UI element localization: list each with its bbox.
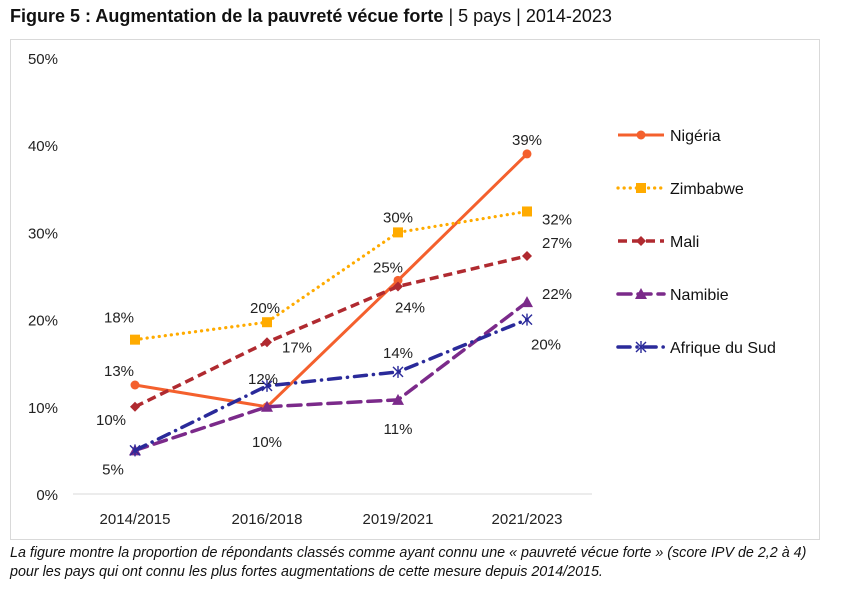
data-point-marker bbox=[392, 365, 404, 378]
data-point-marker bbox=[393, 275, 403, 285]
data-label: 24% bbox=[395, 299, 425, 316]
data-label: 20% bbox=[531, 337, 561, 354]
data-point-marker bbox=[262, 317, 272, 328]
y-tick-label: 10% bbox=[28, 400, 58, 417]
data-label: 22% bbox=[542, 286, 572, 303]
y-tick-label: 50% bbox=[28, 51, 58, 68]
data-label: 18% bbox=[104, 310, 134, 327]
series-line bbox=[134, 152, 529, 409]
title-separator: | bbox=[511, 6, 526, 26]
data-label: 39% bbox=[512, 132, 542, 149]
data-point-marker bbox=[392, 393, 404, 405]
data-label: 25% bbox=[373, 259, 403, 276]
data-label: 5% bbox=[102, 461, 124, 478]
y-tick-label: 30% bbox=[28, 225, 58, 242]
data-point-marker bbox=[129, 444, 141, 457]
legend-marker bbox=[635, 341, 647, 353]
legend-label: Namibie bbox=[670, 287, 729, 304]
legend-marker bbox=[635, 288, 647, 299]
data-label: 12% bbox=[248, 371, 278, 388]
series-nig-ria: 13% 10% 25% 39% bbox=[104, 132, 542, 451]
legend-item: Afrique du Sud bbox=[616, 340, 776, 357]
title-period: 2014-2023 bbox=[525, 6, 612, 26]
series-afrique-du-sud: 12% 14% 20% bbox=[129, 313, 561, 457]
legend-label: Mali bbox=[670, 234, 699, 251]
data-point-marker bbox=[261, 400, 273, 412]
data-point-marker bbox=[522, 149, 532, 159]
title-separator: | bbox=[443, 6, 459, 26]
data-point-marker bbox=[130, 380, 140, 390]
data-label: 10% bbox=[96, 412, 126, 429]
series-line bbox=[133, 209, 529, 342]
data-label: 30% bbox=[383, 209, 413, 226]
series-zimbabwe: 18% 20% 30% 32% bbox=[104, 206, 572, 345]
data-label: 32% bbox=[542, 211, 572, 228]
series-namibie: 5% 11% 22% bbox=[102, 286, 572, 478]
legend-item: Namibie bbox=[616, 287, 729, 304]
series-mali: 10% 17% 24% 27% bbox=[96, 235, 572, 429]
legend-label: Nigéria bbox=[670, 128, 721, 145]
legend-label: Zimbabwe bbox=[670, 181, 744, 198]
data-point-marker bbox=[393, 281, 403, 292]
x-tick-label: 2016/2018 bbox=[232, 511, 303, 528]
series-line bbox=[133, 317, 529, 453]
data-point-marker bbox=[393, 227, 403, 238]
legend-marker bbox=[636, 183, 646, 193]
title-countries: 5 pays bbox=[458, 6, 512, 26]
figure-title-main: Figure 5 : Augmentation de la pauvreté v… bbox=[10, 6, 444, 26]
legend-label: Afrique du Sud bbox=[670, 340, 776, 357]
x-tick-label: 2019/2021 bbox=[363, 511, 434, 528]
data-label: 10% bbox=[252, 434, 282, 451]
data-point-marker bbox=[262, 337, 272, 348]
data-point-marker bbox=[522, 250, 532, 261]
data-label: 14% bbox=[383, 345, 413, 362]
data-point-marker bbox=[521, 296, 533, 308]
data-label: 11% bbox=[384, 421, 413, 438]
y-tick-label: 20% bbox=[28, 313, 58, 330]
y-tick-label: 40% bbox=[28, 138, 58, 155]
legend-marker bbox=[636, 130, 646, 140]
legend-item: Mali bbox=[618, 234, 699, 251]
data-point-marker bbox=[522, 206, 532, 217]
legend-marker bbox=[636, 236, 646, 246]
y-tick-label: 0% bbox=[36, 487, 58, 504]
data-point-marker bbox=[521, 313, 533, 326]
x-tick-label: 2014/2015 bbox=[100, 511, 171, 528]
data-label: 17% bbox=[282, 339, 312, 356]
figure-caption: La figure montre la proportion de répond… bbox=[10, 545, 807, 580]
legend-item: Nigéria bbox=[618, 128, 721, 145]
x-tick-label: 2021/2023 bbox=[492, 511, 563, 528]
legend-item: Zimbabwe bbox=[616, 181, 744, 198]
series-line bbox=[134, 254, 528, 409]
data-label: 13% bbox=[104, 363, 134, 380]
data-label: 27% bbox=[542, 235, 572, 252]
chart-frame bbox=[10, 39, 820, 540]
data-label: 20% bbox=[250, 300, 280, 317]
figure-title: Figure 5 : Augmentation de la pauvreté v… bbox=[10, 6, 612, 27]
data-point-marker bbox=[261, 379, 273, 392]
series-line bbox=[133, 300, 529, 453]
data-point-marker bbox=[130, 401, 140, 412]
data-point-marker bbox=[130, 334, 140, 345]
